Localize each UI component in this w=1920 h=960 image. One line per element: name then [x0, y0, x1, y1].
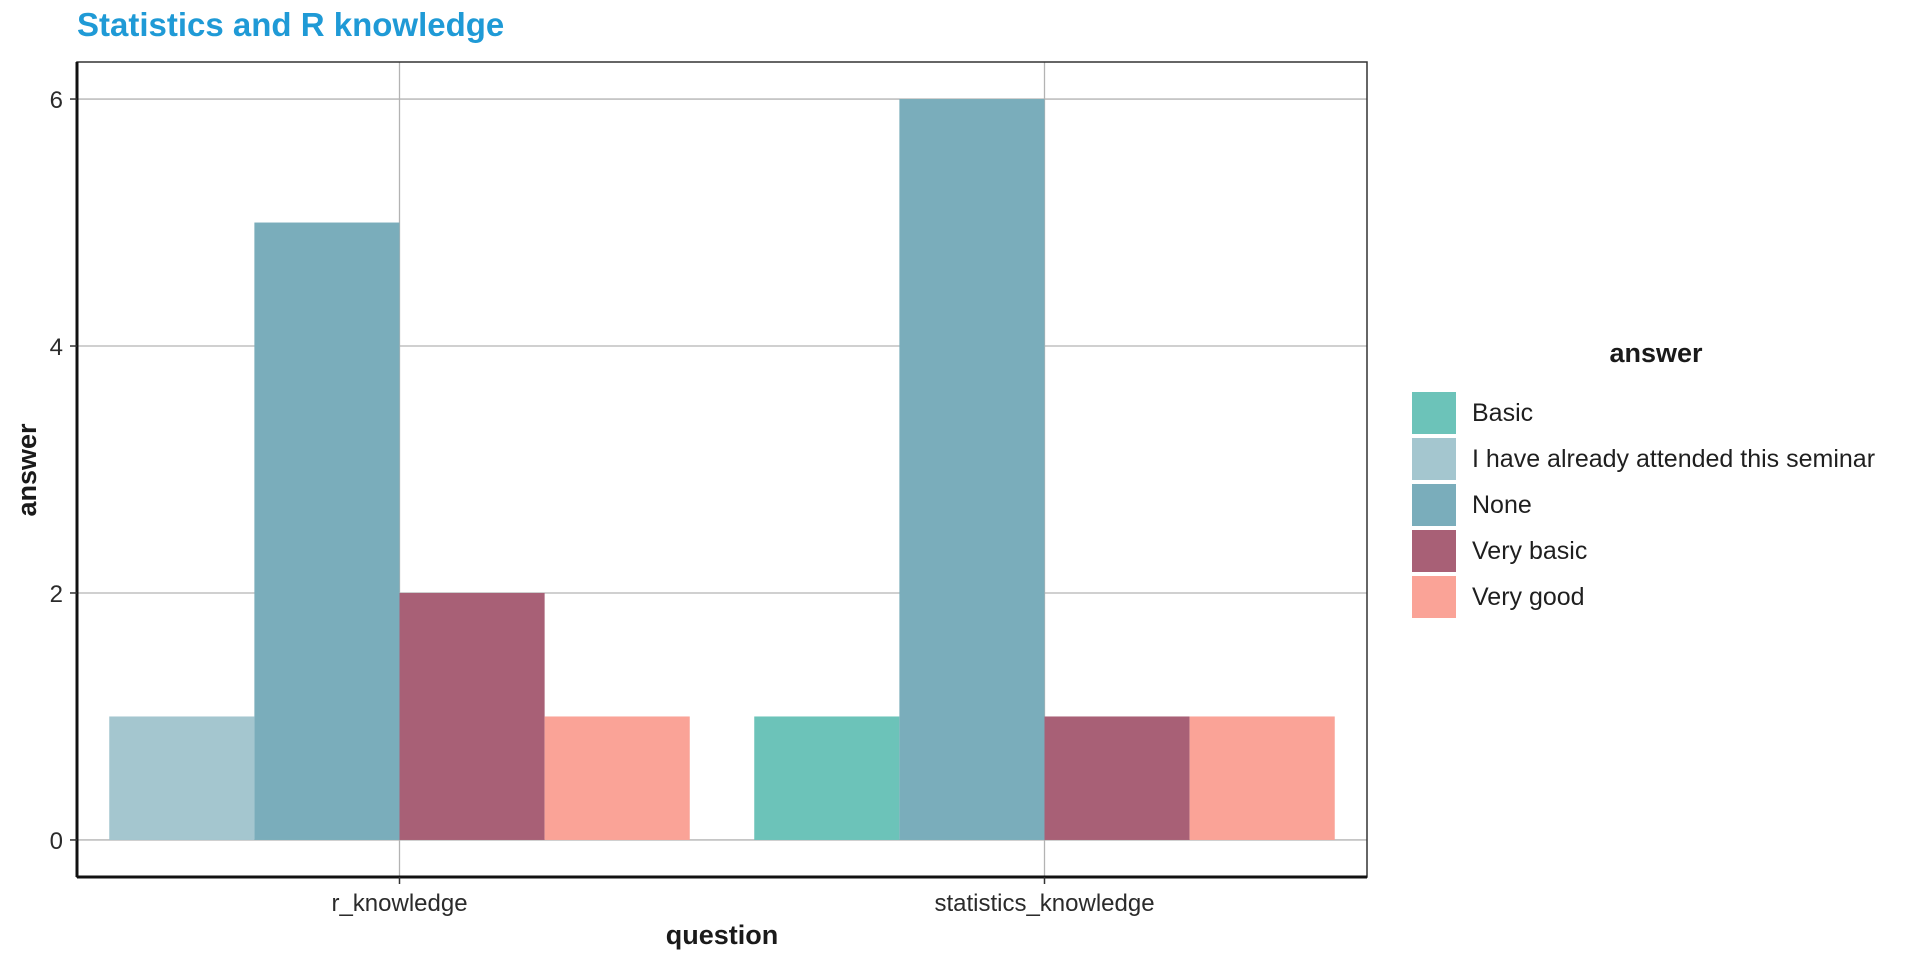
- legend-swatch: [1412, 530, 1456, 572]
- bar: [254, 222, 400, 840]
- bar: [899, 99, 1045, 840]
- bar: [1044, 716, 1190, 840]
- chart-title: Statistics and R knowledge: [77, 6, 505, 43]
- x-tick-label: r_knowledge: [331, 890, 467, 917]
- bar: [109, 716, 255, 840]
- y-tick-label: 4: [50, 334, 63, 361]
- legend: answer Basic I have already attended this…: [1412, 338, 1912, 620]
- legend-item: None: [1412, 482, 1912, 528]
- bars: [109, 99, 1335, 840]
- legend-label: Basic: [1472, 398, 1534, 427]
- legend-item: Very basic: [1412, 528, 1912, 574]
- legend-label: None: [1472, 490, 1532, 519]
- legend-swatch: [1412, 438, 1456, 480]
- ticks: 0 2 4 6 r_knowledge statistics_knowledge: [50, 87, 1155, 917]
- legend-label: I have already attended this seminar: [1472, 444, 1876, 473]
- y-tick-label: 2: [50, 581, 63, 608]
- legend-item: I have already attended this seminar: [1412, 436, 1912, 482]
- legend-swatch: [1412, 484, 1456, 526]
- x-axis-title: question: [666, 920, 779, 950]
- legend-item: Basic: [1412, 390, 1912, 436]
- legend-swatch: [1412, 576, 1456, 618]
- legend-label: Very basic: [1472, 536, 1588, 565]
- legend-items: Basic I have already attended this semina…: [1412, 390, 1912, 620]
- y-axis-title: answer: [12, 423, 42, 517]
- bar: [544, 716, 690, 840]
- bar: [399, 592, 545, 840]
- bar: [1189, 716, 1335, 840]
- legend-swatch: [1412, 392, 1456, 434]
- legend-item: Very good: [1412, 574, 1912, 620]
- x-tick-label: statistics_knowledge: [934, 890, 1154, 917]
- y-tick-label: 6: [50, 87, 63, 114]
- legend-label: Very good: [1472, 582, 1585, 611]
- bar: [754, 716, 900, 840]
- y-tick-label: 0: [50, 828, 63, 855]
- legend-title: answer: [1609, 338, 1703, 368]
